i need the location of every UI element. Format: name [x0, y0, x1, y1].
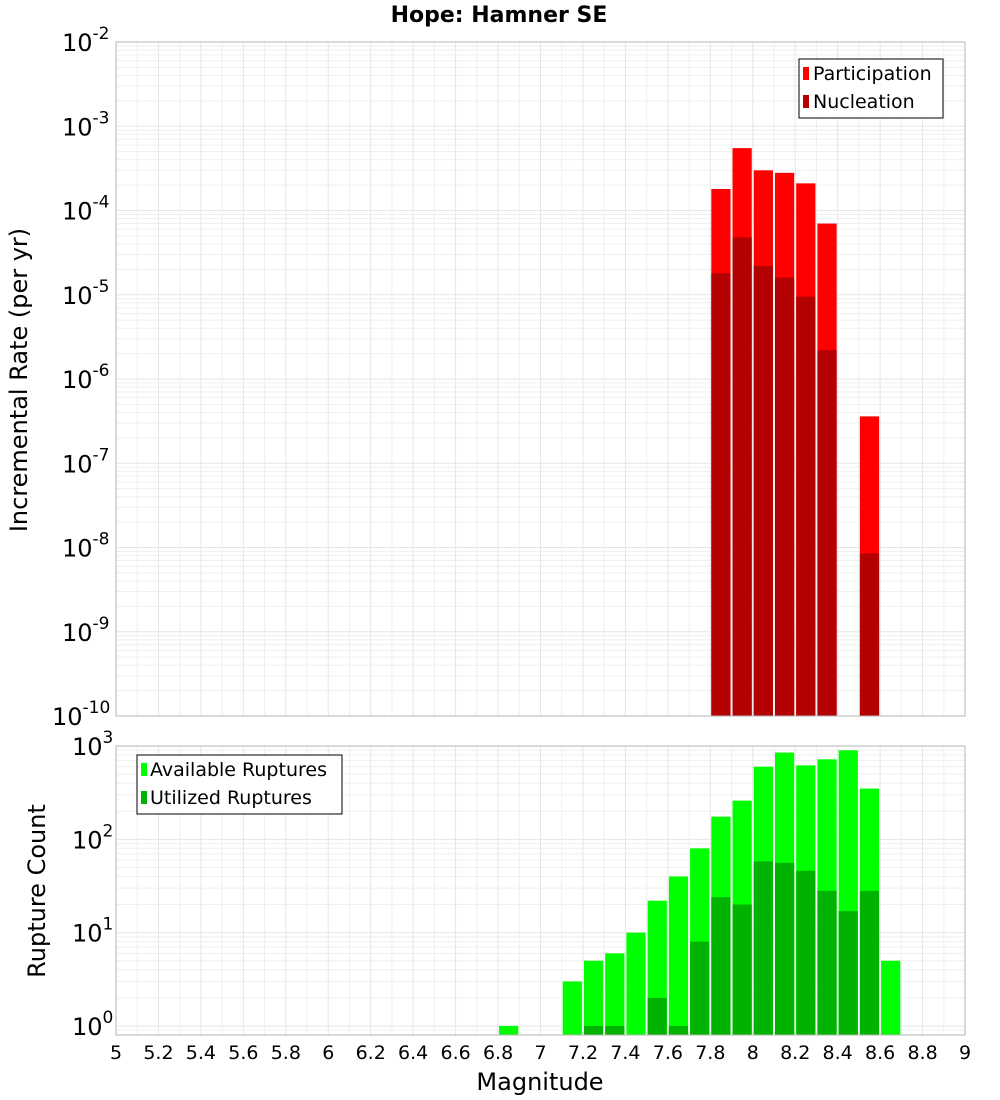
count-panel-bar-utilized-ruptures-8-35	[817, 890, 837, 1035]
count-panel-bar-available-ruptures-7-15	[562, 981, 582, 1035]
rate-panel-bars	[711, 148, 880, 717]
chart-title: Hope: Hamner SE	[391, 3, 608, 28]
count-panel-x-tick-label-6-2: 6.2	[356, 1042, 386, 1064]
count-panel: 100 101 102 103 5 5.2 5.4 5.6 5.8 6 6.2 6.4 6.6 6.8 7…	[23, 728, 971, 1096]
rate-panel-y-ticks: 10-10 10-9 10-8 10-7 10-6 10-5 10-4 10-3 10-2	[52, 24, 110, 731]
count-panel-x-tick-label-5-2: 5.2	[143, 1042, 173, 1064]
count-panel-x-tick-label-5-8: 5.8	[271, 1042, 301, 1064]
rate-panel-bar-nucleation-8-15	[774, 277, 795, 716]
count-panel-bar-utilized-ruptures-8-25	[796, 870, 816, 1035]
legend-swatch-utilized	[141, 791, 147, 804]
rate-panel-y-tick-label: 10-8	[62, 530, 110, 563]
count-panel-x-tick-label-7-6: 7.6	[653, 1042, 683, 1064]
count-panel-x-tick-label-7-2: 7.2	[568, 1042, 598, 1064]
count-panel-x-tick-label-5-6: 5.6	[228, 1042, 258, 1064]
count-panel-bar-available-ruptures-7-35	[605, 953, 625, 1035]
count-panel-bar-available-ruptures-7-65	[668, 876, 689, 1035]
rate-panel: 10-10 10-9 10-8 10-7 10-6 10-5 10-4 10-3 10-2 In…	[5, 24, 966, 731]
count-panel-bar-utilized-ruptures-8-45	[838, 911, 858, 1035]
count-panel-bar-utilized-ruptures-7-85	[711, 897, 731, 1035]
rate-panel-y-tick-label: 10-6	[62, 361, 110, 394]
rate-panel-bar-nucleation-8-55	[859, 553, 880, 716]
rate-panel-bar-nucleation-7-85	[711, 273, 731, 716]
count-panel-y-axis-label: Rupture Count	[23, 804, 51, 978]
legend-swatch-available	[141, 763, 147, 776]
count-panel-y-ticks: 100 101 102 103	[72, 728, 113, 1041]
legend-label-participation: Participation	[813, 63, 932, 85]
count-panel-bar-utilized-ruptures-7-25	[583, 1025, 604, 1035]
x-axis-label: Magnitude	[476, 1068, 603, 1096]
count-panel-x-ticks: 5 5.2 5.4 5.6 5.8 6 6.2 6.4 6.6 6.8 7 7.2 7.4 7.6 7.8 8…	[110, 1042, 971, 1064]
count-panel-bar-utilized-ruptures-7-35	[605, 1025, 625, 1035]
rate-legend-box	[798, 58, 944, 119]
legend-label-utilized: Utilized Ruptures	[150, 787, 312, 809]
count-panel-x-tick-label-7-8: 7.8	[695, 1042, 725, 1064]
count-panel-bar-available-ruptures-7-45	[626, 932, 646, 1035]
count-panel-x-tick-label-6: 6	[322, 1042, 334, 1064]
count-panel-x-tick-label-8: 8	[747, 1042, 759, 1064]
legend-swatch-nucleation	[803, 95, 809, 108]
count-panel-bar-available-ruptures-6-85	[499, 1025, 519, 1035]
count-panel-x-tick-label-8-6: 8.6	[865, 1042, 895, 1064]
count-panel-x-tick-label-6-6: 6.6	[440, 1042, 470, 1064]
count-panel-y-tick-label: 101	[72, 915, 113, 948]
count-panel-bar-utilized-ruptures-8-15	[774, 862, 795, 1035]
count-panel-y-tick-label: 102	[72, 821, 113, 854]
count-panel-y-tick-label: 100	[72, 1008, 113, 1041]
rate-panel-frame	[115, 41, 966, 717]
rate-panel-y-tick-label: 10-7	[62, 445, 110, 478]
count-panel-x-tick-label-8-4: 8.4	[823, 1042, 853, 1064]
rate-panel-bar-nucleation-7-95	[732, 237, 752, 717]
count-panel-x-tick-label-8-2: 8.2	[780, 1042, 810, 1064]
count-panel-x-tick-label-5: 5	[110, 1042, 122, 1064]
rate-panel-y-tick-label: 10-9	[62, 614, 110, 647]
rate-panel-y-tick-label: 10-3	[62, 108, 110, 141]
count-panel-bar-utilized-ruptures-8-55	[859, 890, 880, 1035]
count-panel-x-tick-label-7-4: 7.4	[610, 1042, 640, 1064]
rate-panel-legend: Participation Nucleation	[798, 58, 944, 119]
count-panel-frame	[115, 745, 966, 1036]
count-panel-bar-available-ruptures-8-65	[881, 960, 901, 1035]
rate-panel-y-tick-label: 10-5	[62, 277, 110, 310]
rate-panel-y-tick-label: 10-2	[62, 24, 110, 57]
count-panel-x-tick-label-8-8: 8.8	[907, 1042, 937, 1064]
count-panel-legend: Available Ruptures Utilized Ruptures	[136, 754, 343, 815]
rate-panel-bar-nucleation-8-35	[817, 350, 837, 716]
count-panel-bars	[499, 750, 901, 1035]
rate-panel-y-tick-label: 10-4	[62, 193, 110, 226]
count-panel-y-tick-label: 103	[72, 728, 113, 761]
rate-panel-y-tick-label: 10-10	[52, 698, 110, 731]
count-panel-bar-available-ruptures-7-25	[583, 960, 604, 1035]
count-panel-x-tick-label-6-4: 6.4	[398, 1042, 428, 1064]
legend-label-available: Available Ruptures	[150, 759, 327, 781]
count-legend-box	[136, 754, 343, 815]
count-panel-x-tick-label-5-4: 5.4	[186, 1042, 216, 1064]
legend-label-nucleation: Nucleation	[813, 91, 915, 113]
count-panel-x-tick-label-6-8: 6.8	[483, 1042, 513, 1064]
rate-panel-grid	[115, 42, 966, 717]
count-panel-bar-utilized-ruptures-7-65	[668, 1025, 689, 1035]
rate-panel-bar-nucleation-8-25	[796, 296, 816, 716]
count-panel-bar-utilized-ruptures-7-55	[647, 997, 667, 1035]
count-panel-x-tick-label-7: 7	[534, 1042, 546, 1064]
count-panel-x-tick-label-9: 9	[959, 1042, 971, 1064]
rate-panel-bar-nucleation-8-05	[753, 265, 773, 716]
count-panel-bar-utilized-ruptures-7-75	[690, 941, 710, 1035]
legend-swatch-participation	[803, 67, 809, 80]
count-panel-bar-utilized-ruptures-7-95	[732, 904, 752, 1035]
count-panel-bar-utilized-ruptures-8-05	[753, 861, 773, 1035]
rate-panel-y-axis-label: Incremental Rate (per yr)	[5, 228, 33, 532]
